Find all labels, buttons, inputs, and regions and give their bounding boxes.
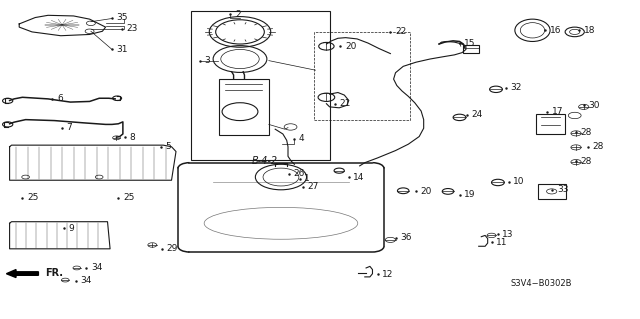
- Text: 25: 25: [123, 193, 134, 202]
- Text: 16: 16: [550, 26, 561, 35]
- Text: 6: 6: [57, 94, 63, 103]
- Text: 3: 3: [204, 56, 210, 65]
- Text: 20: 20: [345, 42, 356, 51]
- Text: 28: 28: [580, 128, 592, 137]
- Text: 17: 17: [552, 107, 563, 116]
- Text: 8: 8: [129, 133, 135, 142]
- Text: 23: 23: [126, 24, 138, 33]
- Polygon shape: [6, 270, 38, 278]
- Text: B-4-2: B-4-2: [252, 156, 277, 166]
- Bar: [191, 11, 330, 159]
- Text: 11: 11: [496, 238, 508, 247]
- Text: 34: 34: [80, 276, 92, 285]
- Text: 19: 19: [464, 190, 476, 199]
- Text: 26: 26: [294, 169, 305, 178]
- Text: 20: 20: [420, 187, 432, 196]
- Bar: [219, 79, 269, 135]
- Text: 32: 32: [510, 83, 522, 92]
- Text: 18: 18: [584, 26, 595, 35]
- Text: 28: 28: [580, 157, 592, 166]
- Text: 33: 33: [557, 185, 568, 194]
- Text: 5: 5: [166, 142, 172, 151]
- Text: 10: 10: [513, 177, 525, 186]
- Text: FR.: FR.: [45, 268, 63, 278]
- Text: 34: 34: [91, 263, 102, 272]
- Text: 2: 2: [235, 10, 241, 19]
- Text: 25: 25: [27, 193, 38, 202]
- Text: 13: 13: [502, 230, 514, 239]
- Text: 1: 1: [304, 174, 310, 183]
- Text: 21: 21: [339, 99, 351, 108]
- Text: S3V4−B0302B: S3V4−B0302B: [510, 279, 572, 288]
- Bar: [463, 45, 479, 53]
- Text: 28: 28: [592, 142, 604, 151]
- Text: 22: 22: [395, 27, 406, 36]
- Text: 4: 4: [299, 134, 305, 143]
- Text: 29: 29: [166, 244, 178, 253]
- Text: 9: 9: [68, 224, 74, 233]
- Bar: [538, 184, 566, 199]
- Text: 30: 30: [588, 101, 600, 110]
- Text: 15: 15: [464, 39, 476, 48]
- Text: 12: 12: [382, 270, 394, 279]
- Text: 14: 14: [353, 173, 365, 182]
- Text: 24: 24: [472, 110, 483, 119]
- Bar: [314, 32, 410, 120]
- Text: 27: 27: [307, 182, 319, 191]
- Text: 36: 36: [400, 233, 412, 242]
- Text: 7: 7: [67, 123, 72, 132]
- Text: 31: 31: [116, 45, 128, 54]
- Text: 35: 35: [116, 13, 128, 22]
- Bar: [536, 114, 565, 134]
